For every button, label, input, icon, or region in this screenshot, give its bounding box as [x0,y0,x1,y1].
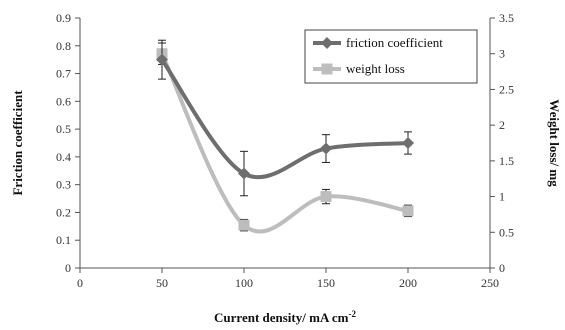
x-tick-label: 100 [235,276,253,290]
series-friction [156,39,414,197]
data-point-weight-loss [320,191,332,203]
data-point-friction [402,137,414,149]
data-point-weight-loss [238,219,250,231]
x-tick-label: 200 [399,276,417,290]
legend-box [304,29,478,84]
y-tick-label: 0.2 [56,205,71,219]
y2-axis-title: Weight loss/ mg [547,99,562,187]
data-point-friction [156,53,168,66]
x-tick-label: 250 [481,276,499,290]
y2-tick-label: 0.5 [499,225,514,239]
y-tick-label: 0.7 [56,67,71,81]
x-tick-label: 0 [77,276,83,290]
y2-tick-label: 1 [499,190,505,204]
y-tick-label: 0.1 [56,233,71,247]
series-line-friction [160,58,409,180]
y2-tick-label: 0 [499,261,505,275]
y-tick-label: 0.6 [56,94,71,108]
data-point-weight-loss [402,205,414,217]
y2-tick-label: 2.5 [499,82,514,96]
data-point-friction [238,167,250,180]
y2-tick-label: 3 [499,47,505,61]
y-tick-label: 0.8 [56,39,71,53]
legend-items [313,37,341,75]
legend: friction coefficient weight loss [304,29,478,84]
legend-marker-friction [321,37,333,49]
x-tick-label: 50 [156,276,168,290]
axes-layer: 0 50 100 150 200 25000.10.20.30.40.50.60.70.8… [56,11,514,290]
y-tick-label: 0.5 [56,122,71,136]
y2-tick-label: 1.5 [499,154,514,168]
y2-tick-label: 3.5 [499,11,514,25]
series-layer [156,39,414,234]
legend-label-friction: friction coefficient [346,35,443,50]
x-tick-label: 150 [317,276,335,290]
legend-label-weight-loss: weight loss [346,61,405,76]
y-tick-label: 0.3 [56,178,71,192]
x-axis-title-text: Current density/ mA cm [214,310,349,325]
y-tick-label: 0 [65,261,71,275]
series-line-weight-loss [160,52,409,234]
y-tick-label: 0.4 [56,150,71,164]
x-axis-title: Current density/ mA cm-2 [214,309,356,325]
legend-marker-weight-loss [321,63,333,75]
y2-tick-label: 2 [499,118,505,132]
x-axis-title-superscript: -2 [348,309,356,319]
y-axis-title: Friction coefficient [10,90,25,196]
data-point-friction [320,142,332,155]
y-tick-label: 0.9 [56,11,71,25]
